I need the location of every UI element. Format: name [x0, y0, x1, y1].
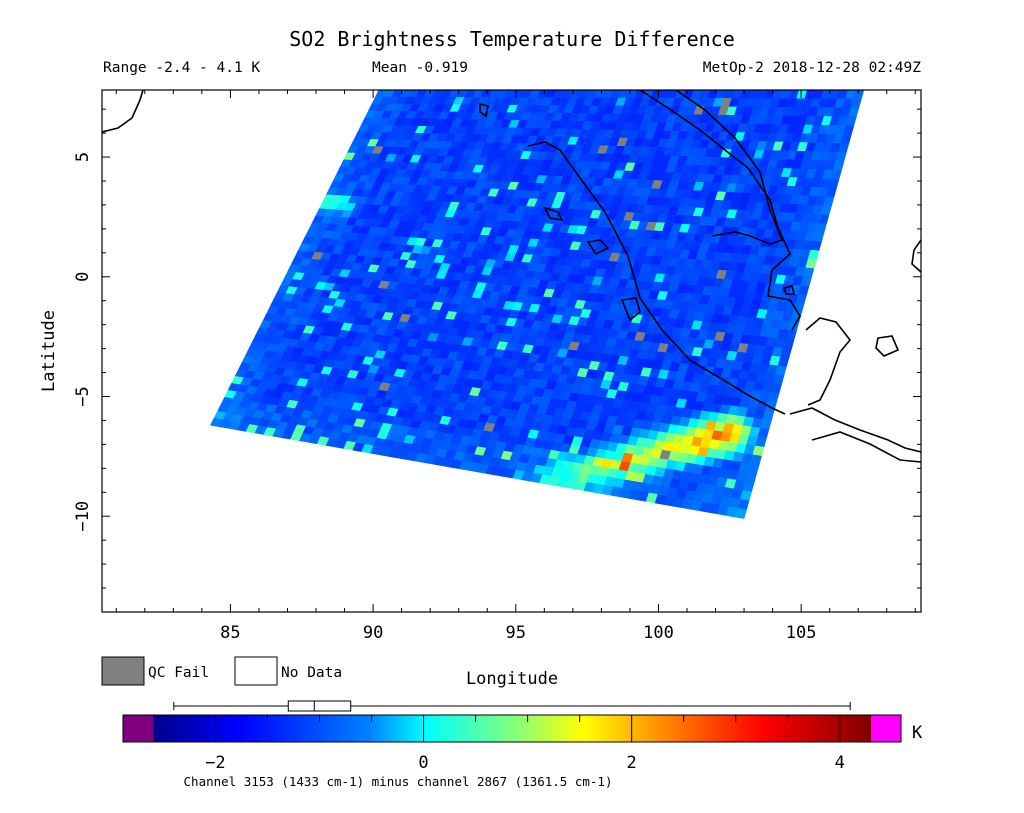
swath-data — [210, 90, 865, 519]
range-label: Range -2.4 - 4.1 K — [103, 60, 260, 76]
y-axis: 5 0 −5 −10 — [73, 108, 921, 589]
plot-frame — [101, 89, 922, 613]
coastline-sri-lanka — [102, 90, 144, 133]
coastline-sumatra-west — [527, 141, 786, 415]
legend-qc-fail-swatch — [101, 656, 145, 686]
x-tick-label: 90 — [363, 623, 383, 643]
x-tick-label: 105 — [786, 623, 817, 643]
x-tick-label: 100 — [643, 623, 674, 643]
instrument-time-label: MetOp-2 2018-12-28 02:49Z — [703, 60, 922, 76]
legend-no-data-swatch — [234, 656, 278, 686]
coastline-island-3 — [543, 206, 564, 222]
x-axis-label: Longitude — [466, 669, 558, 689]
chart-title: SO2 Brightness Temperature Difference — [289, 27, 735, 51]
swath-cell — [734, 507, 747, 519]
coastlines — [102, 90, 921, 463]
colorbar-unit: K — [912, 723, 923, 743]
coastline-java-south — [811, 431, 921, 463]
y-axis-label: Latitude — [39, 310, 59, 392]
coastline-island-5 — [782, 285, 796, 295]
y-tick-label: 5 — [73, 152, 93, 162]
coastline-borneo — [805, 317, 852, 406]
colorbar-ticks: −2 0 2 4 — [162, 715, 845, 773]
coastline-malay-peninsula — [675, 90, 784, 245]
boxplot-box — [287, 700, 352, 712]
legend-no-data-label: No Data — [281, 665, 342, 681]
legend: QC Fail No Data — [101, 656, 342, 686]
coastline-borneo-south — [875, 335, 900, 357]
y-tick-label: −10 — [73, 501, 93, 532]
value-boxplot — [173, 700, 851, 712]
coastline-island-2 — [620, 297, 641, 322]
footnote: Channel 3153 (1433 cm-1) minus channel 2… — [184, 774, 613, 789]
colorbar-tick-label: 0 — [418, 753, 428, 773]
y-tick-label: 0 — [73, 272, 93, 282]
coastline-sulawesi-edge — [911, 239, 921, 273]
colorbar-over — [871, 715, 901, 742]
colorbar-frame — [122, 714, 902, 743]
colorbar-tick-label: 2 — [627, 753, 637, 773]
coastline-java — [789, 407, 921, 453]
coastline-island-1 — [586, 239, 610, 256]
colorbar-gradient — [153, 715, 871, 742]
colorbar-under — [123, 715, 153, 742]
x-axis: 85 90 95 100 105 — [115, 90, 916, 643]
colorbar-tick-label: −2 — [205, 753, 225, 773]
x-tick-label: 85 — [220, 623, 240, 643]
y-tick-label: −5 — [73, 386, 93, 406]
x-tick-label: 95 — [506, 623, 526, 643]
colorbar: −2 0 2 4 K — [122, 714, 923, 773]
coastline-island-4 — [479, 102, 489, 118]
mean-label: Mean -0.919 — [372, 60, 468, 76]
legend-qc-fail-label: QC Fail — [148, 665, 209, 681]
plot-area: 85 90 95 100 105 5 0 −5 −10 — [73, 89, 922, 643]
colorbar-tick-label: 4 — [835, 753, 845, 773]
